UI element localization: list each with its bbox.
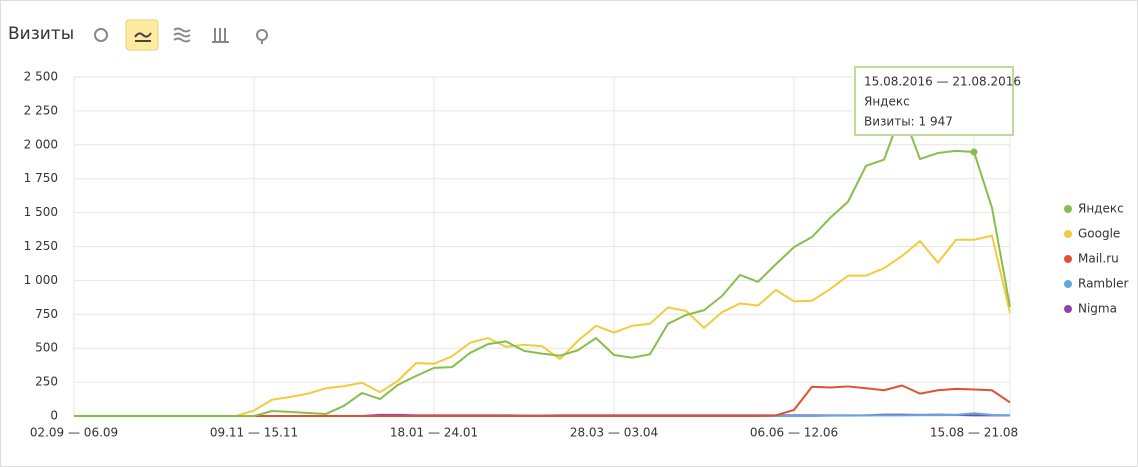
x-tick-label: 28.03 — 03.04 bbox=[570, 426, 658, 440]
y-tick-label: 1 500 bbox=[24, 205, 58, 219]
x-tick-label: 06.06 — 12.06 bbox=[750, 426, 838, 440]
y-tick-label: 250 bbox=[35, 375, 58, 389]
tooltip-series: Яндекс bbox=[864, 95, 910, 109]
chart-title: Визиты bbox=[8, 24, 74, 44]
legend-label: Rambler bbox=[1078, 277, 1128, 291]
y-tick-label: 1 000 bbox=[24, 273, 58, 287]
legend-marker[interactable] bbox=[1064, 255, 1072, 263]
y-tick-label: 1 250 bbox=[24, 239, 58, 253]
area-icon[interactable] bbox=[173, 27, 191, 43]
line-icon bbox=[134, 32, 152, 42]
y-tick-label: 2 250 bbox=[24, 103, 58, 117]
map-icon[interactable] bbox=[256, 29, 269, 44]
y-tick-label: 750 bbox=[35, 307, 58, 321]
series-line bbox=[74, 109, 1011, 417]
legend-label: Nigma bbox=[1078, 302, 1117, 316]
x-tick-label: 15.08 — 21.08 bbox=[930, 426, 1018, 440]
x-tick-label: 18.01 — 24.01 bbox=[390, 426, 478, 440]
y-tick-label: 2 500 bbox=[24, 70, 58, 84]
legend-marker[interactable] bbox=[1064, 230, 1072, 238]
tooltip-point bbox=[970, 148, 978, 156]
legend-label: Яндекс bbox=[1078, 202, 1124, 216]
tooltip-date: 15.08.2016 — 21.08.2016 bbox=[864, 75, 1021, 89]
toolbar bbox=[94, 19, 269, 51]
x-tick-label: 09.11 — 15.11 bbox=[210, 426, 298, 440]
y-tick-label: 2 000 bbox=[24, 137, 58, 151]
legend-label: Google bbox=[1078, 227, 1120, 241]
bar-icon[interactable] bbox=[212, 28, 229, 43]
y-tick-label: 0 bbox=[50, 409, 58, 423]
legend-marker[interactable] bbox=[1064, 205, 1072, 213]
pie-icon[interactable] bbox=[94, 28, 108, 42]
x-tick-label: 02.09 — 06.09 bbox=[30, 426, 118, 440]
tooltip-box bbox=[854, 66, 1014, 136]
legend-marker[interactable] bbox=[1064, 280, 1072, 288]
legend-marker[interactable] bbox=[1064, 305, 1072, 313]
tooltip-value: Визиты: 1 947 bbox=[864, 115, 953, 129]
y-tick-label: 1 750 bbox=[24, 171, 58, 185]
y-tick-label: 500 bbox=[35, 341, 58, 355]
legend-label: Mail.ru bbox=[1078, 252, 1119, 266]
